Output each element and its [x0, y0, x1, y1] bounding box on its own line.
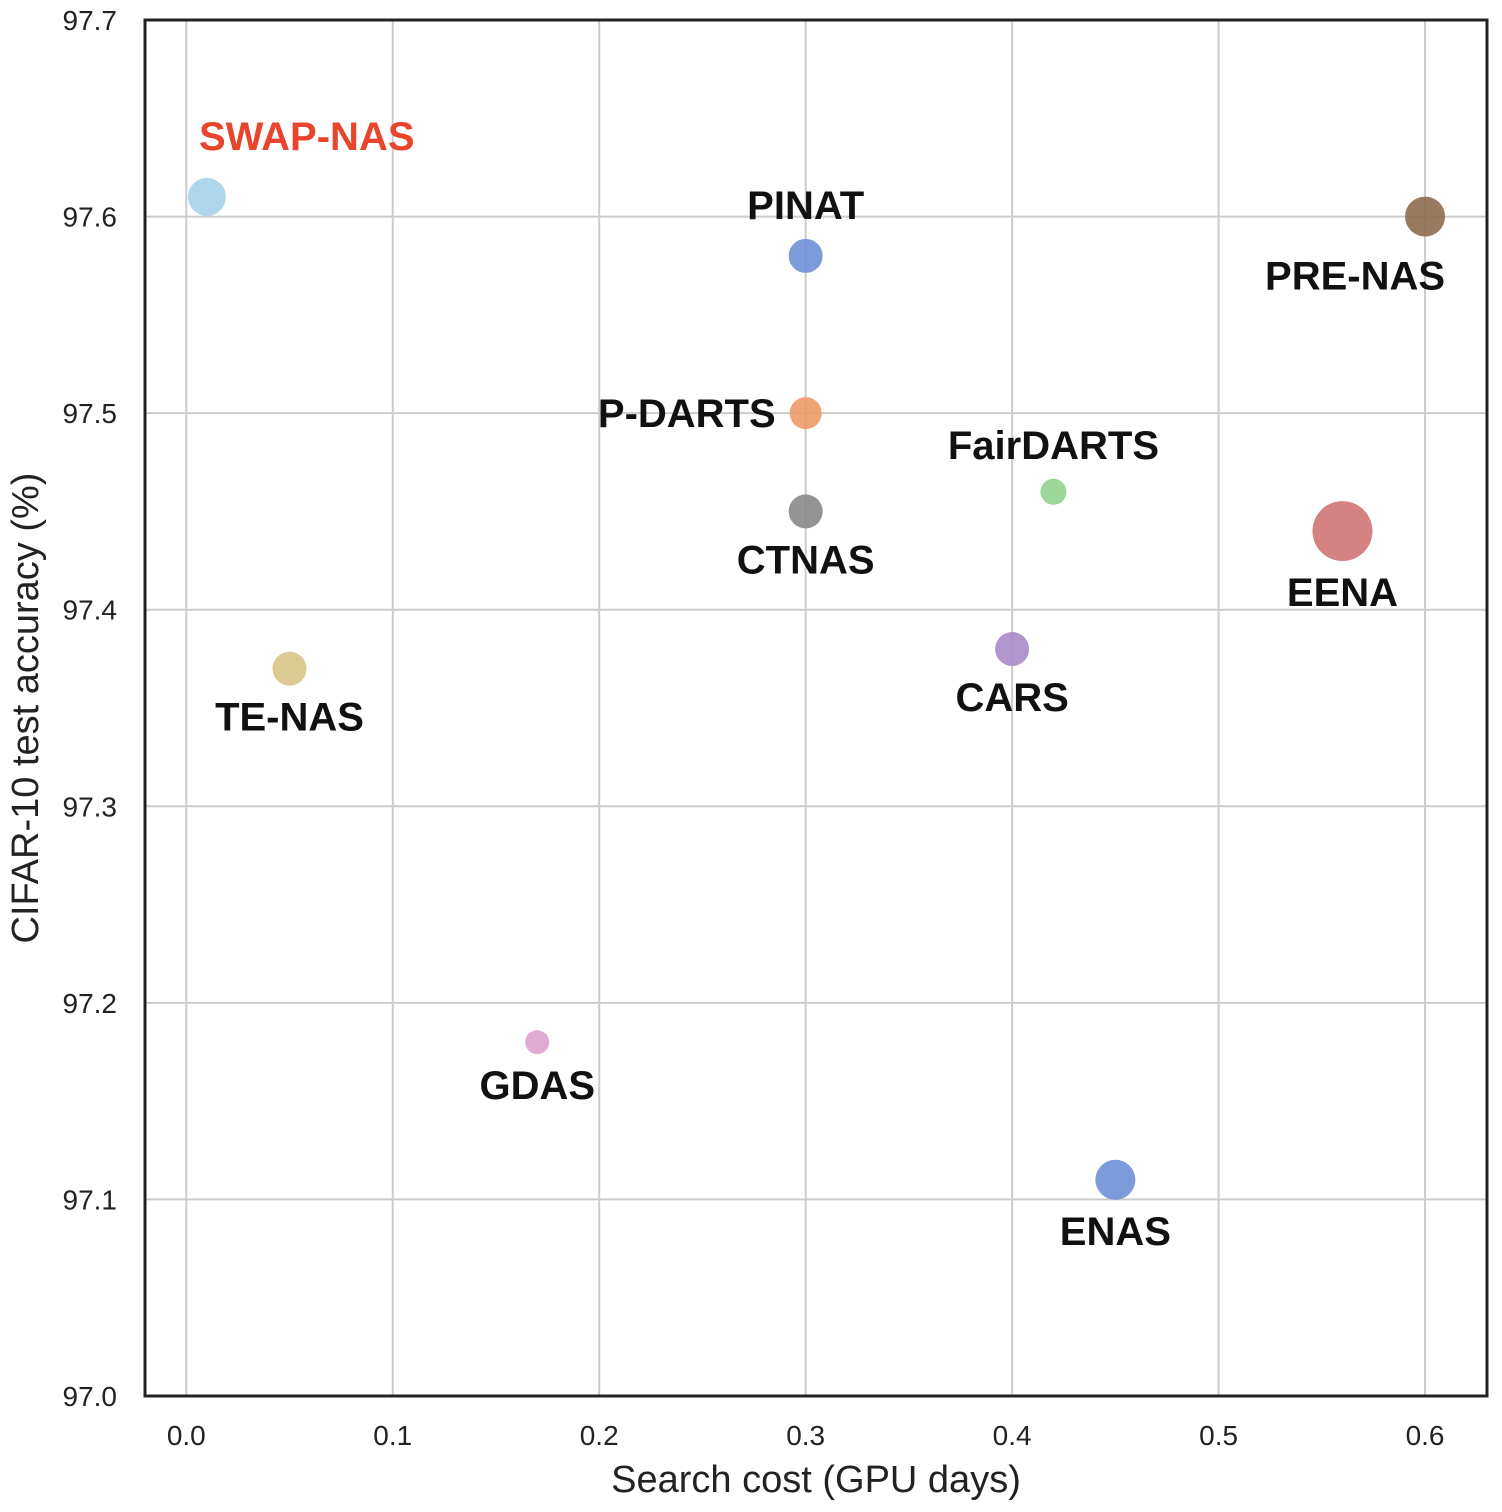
y-tick-label: 97.0 [63, 1381, 118, 1412]
data-point-fairdarts [1040, 478, 1067, 505]
data-point-gdas [525, 1030, 550, 1055]
data-point-eena [1312, 501, 1373, 562]
x-tick-label: 0.1 [373, 1420, 412, 1451]
point-label-te-nas: TE-NAS [215, 696, 364, 740]
y-tick-label: 97.4 [63, 595, 118, 626]
point-label-swap-nas: SWAP-NAS [199, 115, 415, 159]
x-tick-label: 0.2 [580, 1420, 619, 1451]
x-tick-label: 0.4 [993, 1420, 1032, 1451]
data-point-pinat [788, 238, 823, 273]
point-label-fairdarts: FairDARTS [948, 424, 1159, 468]
data-point-enas [1095, 1159, 1136, 1200]
x-tick-labels: 0.0 0.1 0.2 0.3 0.4 0.5 0.6 [167, 1420, 1445, 1451]
data-point-pre-nas [1405, 196, 1446, 237]
point-label-pre-nas: PRE-NAS [1265, 255, 1445, 299]
point-label-gdas: GDAS [479, 1064, 595, 1108]
y-tick-label: 97.7 [63, 5, 118, 36]
point-label-cars: CARS [955, 676, 1068, 720]
data-point-p-darts [789, 397, 822, 430]
x-tick-label: 0.0 [167, 1420, 206, 1451]
point-labels: SWAP-NAS PINAT PRE-NAS P-DARTS FairDARTS CTNA… [199, 115, 1445, 1254]
y-tick-label: 97.1 [63, 1184, 118, 1215]
y-axis-title: CIFAR-10 test accuracy (%) [5, 473, 47, 944]
point-label-p-darts: P-DARTS [598, 392, 776, 436]
x-axis-title: Search cost (GPU days) [611, 1459, 1021, 1501]
x-tick-label: 0.3 [786, 1420, 825, 1451]
x-tick-label: 0.6 [1406, 1420, 1445, 1451]
data-point-cars [995, 632, 1030, 667]
y-tick-labels: 97.0 97.1 97.2 97.3 97.4 97.5 97.6 97.7 [63, 5, 118, 1412]
data-point-ctnas [788, 494, 823, 529]
point-label-enas: ENAS [1060, 1210, 1171, 1254]
y-tick-label: 97.2 [63, 988, 118, 1019]
point-label-pinat: PINAT [747, 184, 864, 228]
y-tick-label: 97.3 [63, 791, 118, 822]
data-point-swap-nas [187, 177, 226, 216]
data-points [187, 177, 1446, 1200]
point-label-ctnas: CTNAS [737, 538, 875, 582]
point-label-eena: EENA [1287, 571, 1398, 615]
data-point-te-nas [272, 651, 307, 686]
y-tick-label: 97.6 [63, 202, 118, 233]
x-tick-label: 0.5 [1199, 1420, 1238, 1451]
y-tick-label: 97.5 [63, 398, 118, 429]
plot-frame [143, 18, 1489, 1398]
